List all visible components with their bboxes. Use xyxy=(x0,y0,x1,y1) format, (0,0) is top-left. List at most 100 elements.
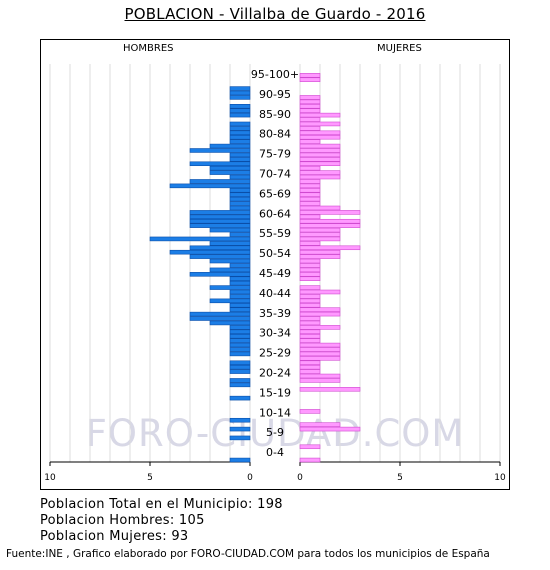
bar-women xyxy=(299,311,341,317)
bar-women xyxy=(299,258,321,264)
bar-women xyxy=(299,249,341,255)
bar-women xyxy=(299,99,321,105)
bar-men xyxy=(189,214,251,220)
bar-women xyxy=(299,218,361,224)
bar-women xyxy=(299,183,321,189)
bar-men xyxy=(229,307,251,312)
bar-women xyxy=(299,139,321,144)
bar-men xyxy=(149,236,251,242)
bar-men xyxy=(189,316,251,321)
bar-men xyxy=(229,196,251,202)
bar-women xyxy=(299,338,321,343)
bar-men xyxy=(209,320,251,326)
bar-men xyxy=(209,170,251,175)
bar-men xyxy=(229,134,251,140)
bar-men xyxy=(229,351,251,357)
bar-women xyxy=(299,196,321,202)
bar-women xyxy=(299,360,321,366)
bar-men xyxy=(189,179,251,184)
bar-women xyxy=(299,302,321,308)
bar-men xyxy=(229,302,251,308)
bar-women xyxy=(299,351,341,357)
bar-men xyxy=(189,148,251,153)
bar-women xyxy=(299,369,321,374)
x-tick-label: 10 xyxy=(494,473,506,483)
bar-men xyxy=(229,139,251,144)
bar-men xyxy=(229,325,251,330)
bar-women xyxy=(299,134,341,140)
bar-men xyxy=(229,360,251,366)
bar-women xyxy=(299,174,341,180)
bar-men xyxy=(229,457,251,463)
bar-women xyxy=(299,112,341,118)
age-group-label: 35-39 xyxy=(259,307,291,320)
bar-women xyxy=(299,143,341,149)
bar-women xyxy=(299,342,341,348)
bar-women xyxy=(299,188,321,193)
source-note: Fuente:INE , Grafico elaborado por FORO-… xyxy=(6,548,490,560)
bar-men xyxy=(229,126,251,131)
bar-women xyxy=(299,387,361,392)
bar-women xyxy=(299,152,341,158)
men-label: HOMBRES xyxy=(123,43,174,54)
x-tick-label: 5 xyxy=(147,473,153,483)
bar-women xyxy=(299,409,321,414)
age-group-label: 20-24 xyxy=(259,366,291,379)
bar-men xyxy=(189,311,251,317)
bar-women xyxy=(299,161,341,167)
bar-men xyxy=(229,95,251,100)
bar-men xyxy=(229,294,251,299)
bar-women xyxy=(299,325,341,330)
x-tick-label: 0 xyxy=(297,473,303,483)
bar-women xyxy=(299,267,321,273)
bar-women xyxy=(299,104,321,109)
bar-women xyxy=(299,236,341,242)
bar-men xyxy=(229,378,251,383)
bar-men xyxy=(209,267,251,273)
bar-men xyxy=(209,258,251,264)
bar-men xyxy=(229,417,251,423)
stat-total: Poblacion Total en el Municipio: 198 xyxy=(40,497,283,512)
bar-men xyxy=(169,249,251,255)
bar-men xyxy=(229,86,251,91)
bar-men xyxy=(229,192,251,197)
bar-women xyxy=(299,289,341,295)
bar-women xyxy=(299,126,321,131)
bar-women xyxy=(299,263,321,268)
bar-men xyxy=(189,245,251,251)
bar-women xyxy=(299,276,321,281)
age-group-label: 70-74 xyxy=(259,167,291,180)
bar-women xyxy=(299,426,361,432)
bar-women xyxy=(299,77,321,82)
bar-women xyxy=(299,378,341,383)
bar-men xyxy=(229,333,251,339)
bar-women xyxy=(299,148,341,153)
age-group-label: 45-49 xyxy=(259,267,291,280)
age-group-label: 85-90 xyxy=(259,108,291,121)
age-group-label: 55-59 xyxy=(259,227,291,240)
bar-men xyxy=(189,272,251,277)
bar-men xyxy=(189,210,251,215)
bar-men xyxy=(229,188,251,193)
bar-men xyxy=(229,395,251,401)
bar-women xyxy=(299,130,341,136)
bar-women xyxy=(299,316,321,321)
bar-women xyxy=(299,245,361,251)
bar-men xyxy=(209,227,251,233)
bar-men xyxy=(209,165,251,171)
bar-men xyxy=(209,298,251,304)
age-group-label: 95-100+ xyxy=(251,68,299,81)
age-group-label: 50-54 xyxy=(259,247,291,260)
bar-men xyxy=(229,342,251,348)
x-tick-label: 5 xyxy=(397,473,403,483)
bar-women xyxy=(299,170,341,175)
age-group-label: 60-64 xyxy=(259,207,291,220)
age-group-label: 15-19 xyxy=(259,386,291,399)
bar-women xyxy=(299,457,321,463)
bar-men xyxy=(229,112,251,118)
bar-women xyxy=(299,307,341,312)
women-label: MUJERES xyxy=(377,43,422,54)
chart-frame xyxy=(40,39,510,490)
bar-women xyxy=(299,320,321,326)
age-group-label: 80-84 xyxy=(259,128,291,141)
